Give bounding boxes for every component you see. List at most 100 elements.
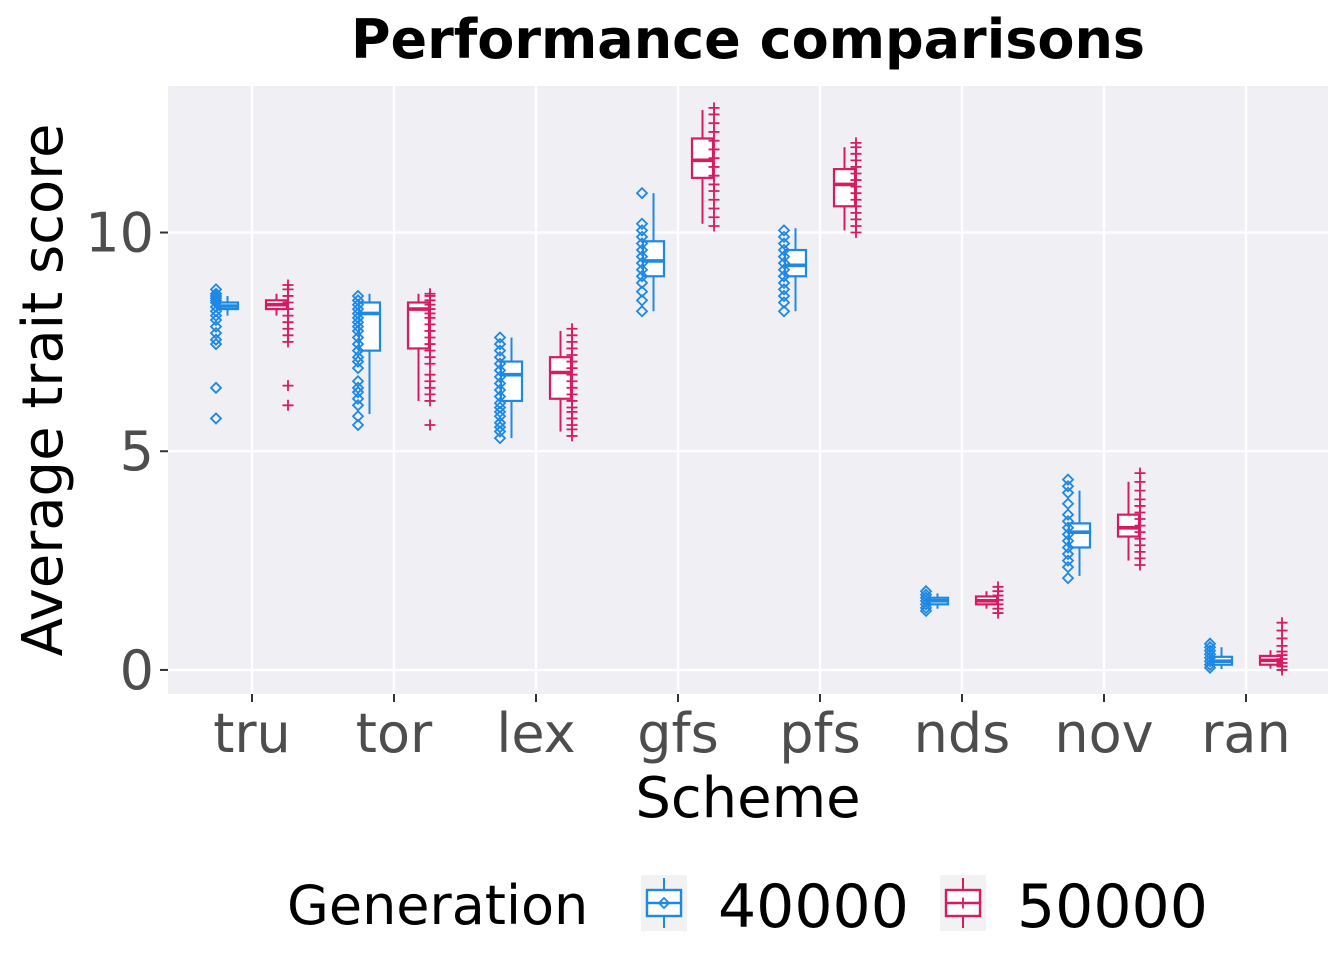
box-gfs-50000 [690, 102, 720, 232]
outlier-point [777, 304, 791, 318]
outlier-point [351, 374, 365, 388]
x-axis-ticks: tru tor lex gfs pfs nds nov ran [213, 694, 1291, 765]
legend: Generation 40000 50000 [287, 872, 1208, 942]
outlier-point [1061, 508, 1075, 521]
box-tru-40000 [209, 283, 240, 425]
outlier-point [635, 186, 649, 200]
outlier-point [1061, 514, 1075, 528]
outlier-point [635, 243, 649, 257]
outlier-point [777, 250, 791, 263]
outlier-point [1061, 486, 1075, 500]
outlier-point [777, 230, 791, 244]
outlier-point [777, 276, 791, 290]
y-tick-label: 0 [120, 639, 154, 702]
y-tick-label: 5 [120, 420, 154, 483]
outlier-point [777, 256, 791, 270]
outlier-point [777, 237, 791, 250]
x-tick-label: nds [914, 702, 1011, 765]
box-nds-40000 [919, 584, 950, 618]
box-body [1067, 522, 1092, 549]
outlier-point [209, 412, 223, 425]
outlier-point [1061, 541, 1075, 554]
outlier-point [635, 304, 649, 318]
legend-label: 40000 [718, 872, 909, 942]
x-tick-label: nov [1054, 702, 1153, 765]
outlier-point [493, 357, 507, 371]
legend-key-marker [657, 896, 671, 910]
outlier-point [1061, 479, 1075, 493]
outlier-point [209, 333, 223, 346]
outlier-point [493, 396, 507, 410]
box-body [548, 356, 573, 400]
outlier-point [635, 270, 649, 283]
plot-marks [209, 102, 1288, 676]
outlier-point [351, 381, 365, 395]
box-body [832, 168, 857, 208]
outlier-point [424, 369, 436, 381]
outlier-point [777, 270, 791, 283]
outlier-point [1134, 467, 1146, 479]
outlier-point [493, 364, 507, 377]
outlier-point [282, 279, 294, 291]
outlier-point [1061, 473, 1075, 486]
outlier-point [209, 381, 223, 395]
outlier-point [635, 294, 649, 307]
outlier-point [635, 224, 649, 237]
outlier-point [1061, 560, 1075, 574]
outlier-point [1276, 617, 1288, 629]
box-tor-50000 [406, 288, 436, 431]
x-tick-label: gfs [637, 702, 718, 765]
legend-label: 50000 [1017, 872, 1208, 942]
box-pfs-40000 [777, 224, 808, 318]
outlier-point [1061, 571, 1075, 585]
legend-item-50000: 50000 [940, 872, 1208, 942]
outlier-point [351, 350, 365, 364]
box-ran-50000 [1258, 617, 1288, 676]
box-nov-50000 [1116, 467, 1146, 571]
box-nov-40000 [1061, 473, 1092, 585]
y-axis-title: Average trait score [11, 124, 76, 657]
outlier-point [635, 217, 649, 231]
x-tick-label: ran [1201, 702, 1291, 765]
outlier-point [1061, 554, 1075, 567]
outlier-point [282, 399, 294, 411]
box-tor-40000 [351, 289, 382, 432]
plot-panel [168, 86, 1328, 694]
y-axis-ticks: 0 5 10 [85, 202, 168, 702]
x-axis-title: Scheme [635, 766, 860, 831]
legend-item-40000: 40000 [641, 872, 909, 942]
box-lex-40000 [493, 331, 524, 445]
outlier-point [777, 289, 791, 303]
box-gfs-40000 [635, 186, 666, 318]
outlier-point [1203, 637, 1217, 650]
outlier-point [1061, 534, 1075, 548]
outlier-point [777, 224, 791, 237]
outlier-point [351, 392, 365, 406]
outlier-point [493, 350, 507, 364]
outlier-point [424, 419, 436, 431]
outlier-point [351, 361, 365, 375]
outlier-point [919, 584, 933, 598]
outlier-point [635, 230, 649, 244]
box-body [406, 301, 431, 350]
outlier-point [351, 337, 365, 351]
outlier-point [351, 344, 365, 357]
outlier-point [635, 250, 649, 263]
outlier-point [777, 263, 791, 276]
outlier-point [566, 323, 578, 335]
outlier-point [351, 409, 365, 423]
outlier-point [351, 331, 365, 344]
legend-title: Generation [287, 874, 588, 937]
outlier-point [351, 399, 365, 412]
legend-key-marker [957, 897, 969, 909]
outlier-point [708, 102, 720, 114]
outlier-point [1061, 547, 1075, 561]
box-ran-40000 [1203, 637, 1234, 675]
x-tick-label: pfs [779, 702, 860, 765]
outlier-point [635, 237, 649, 250]
box-tru-50000 [264, 279, 294, 411]
outlier-point [282, 380, 294, 392]
chart-title: Performance comparisons [351, 8, 1145, 71]
outlier-point [209, 326, 223, 340]
